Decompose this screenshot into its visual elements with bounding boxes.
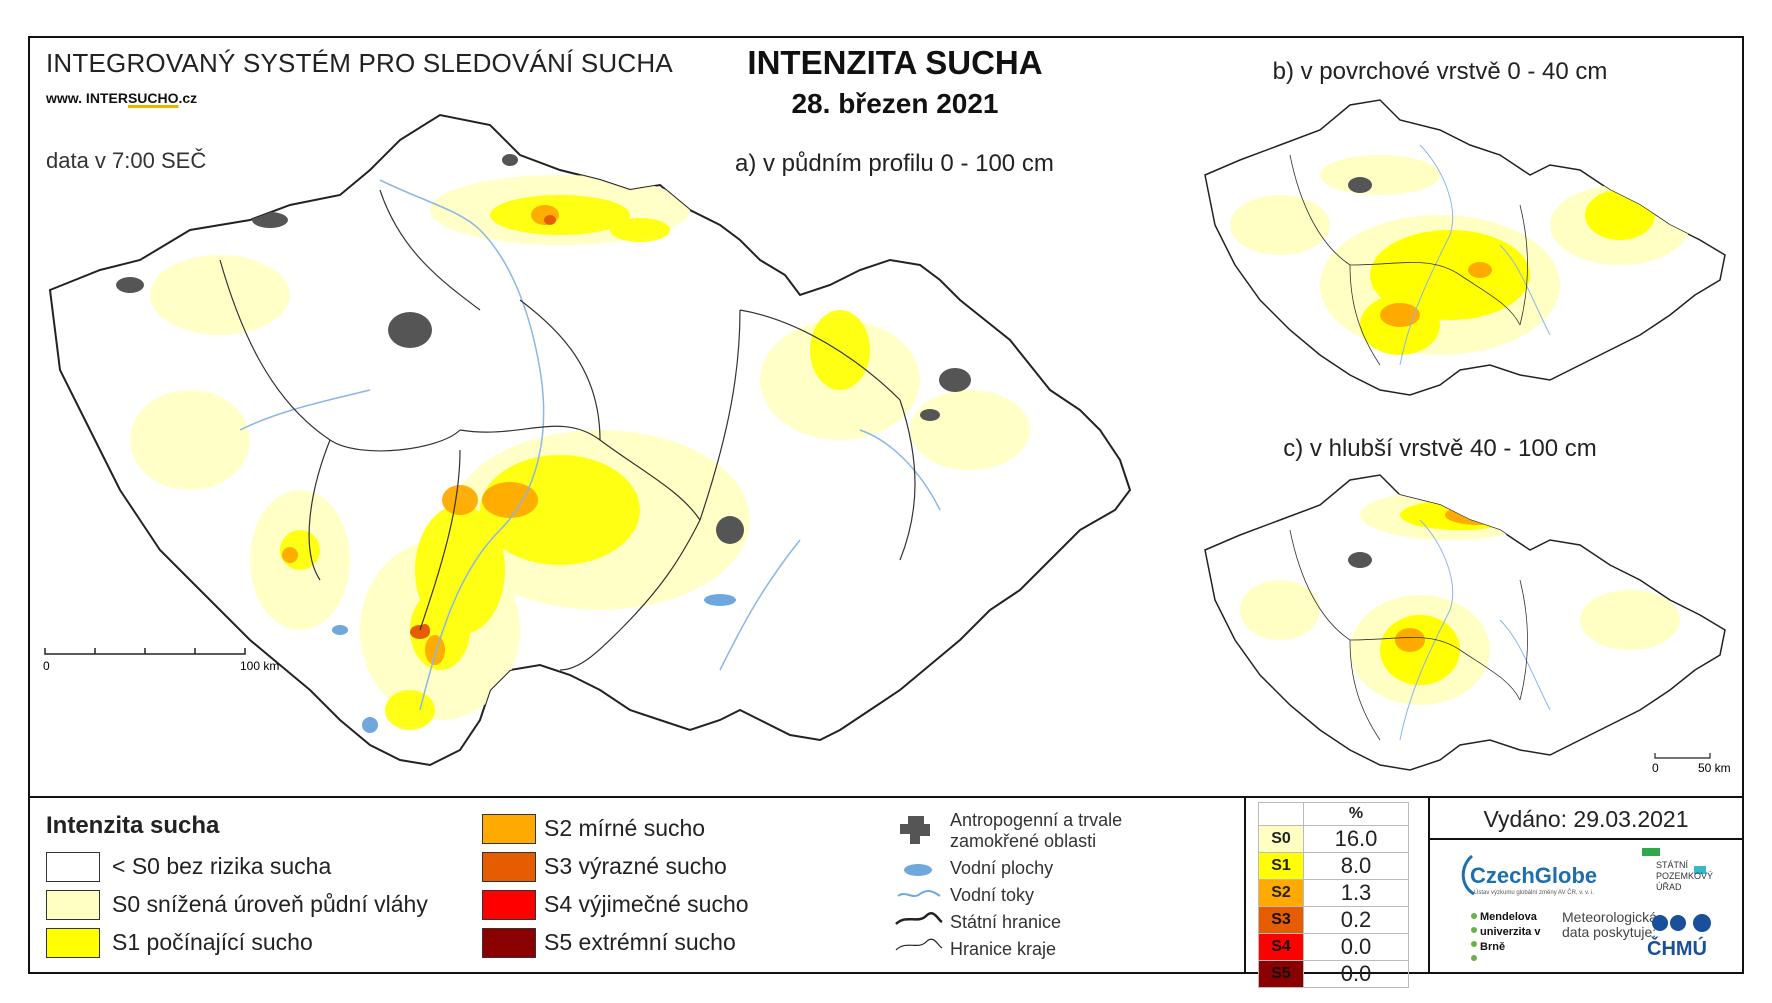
symbol-state-border-label: Státní hranice <box>950 912 1062 932</box>
legend-swatch-s2 <box>482 814 536 844</box>
legend-label-s4: S4 výjimečné sucho <box>544 891 749 917</box>
system-title: INTEGROVANÝ SYSTÉM PRO SLEDOVÁNÍ SUCHA <box>46 48 673 78</box>
chmu-logo[interactable]: ČHMÚ <box>1647 938 1707 960</box>
class-cell-s0: S0 <box>1258 825 1304 853</box>
symbol-water-label: Vodní plochy <box>950 858 1054 878</box>
scale-a-start: 0 <box>43 659 50 673</box>
class-cell-s5: S5 <box>1258 960 1304 988</box>
river-icon <box>897 889 941 897</box>
class-cell-s2: S2 <box>1258 879 1304 907</box>
scale-c-end: 50 km <box>1698 761 1731 775</box>
scale-a-end: 100 km <box>240 659 279 673</box>
map-date: 28. březen 2021 <box>791 88 999 119</box>
mendel-university-logo[interactable]: Mendelova univerzita v Brně <box>1480 911 1541 953</box>
symbol-rivers-label: Vodní toky <box>950 885 1035 905</box>
symbol-region-border-label: Hranice kraje <box>950 939 1057 959</box>
map-a-soil-profile: 0 100 km <box>43 114 1131 766</box>
czechglobe-logo[interactable]: CzechGlobe <box>1470 863 1598 888</box>
urban-area-icon <box>900 816 930 844</box>
legend-label-s0: S0 snížená úroveň půdní vláhy <box>112 891 428 917</box>
table-row: S1 8.0 <box>1258 852 1409 880</box>
class-cell-s4: S4 <box>1258 933 1304 961</box>
issued-separator <box>1428 838 1744 840</box>
map-c-deeper-layer: 0 50 km <box>1204 474 1731 775</box>
meteo-data-label: Meteorologická data poskytuje: <box>1562 909 1657 940</box>
website-link[interactable]: www. INTERSUCHO.cz <box>46 90 198 106</box>
divider-stats-left <box>1244 796 1246 974</box>
legend-swatch-s5 <box>482 928 536 958</box>
spu-logo[interactable]: STÁTNÍ POZEMKOVÝ ÚŘAD <box>1656 860 1714 892</box>
legend-swatch-s0 <box>46 890 100 920</box>
legend-swatch-s3 <box>482 852 536 882</box>
table-row: S4 0.0 <box>1258 933 1409 961</box>
legend-title: Intenzita sucha <box>46 812 220 839</box>
map-b-title: b) v povrchové vrstvě 0 - 40 cm <box>1272 58 1608 85</box>
scale-c-start: 0 <box>1652 761 1659 775</box>
map-a-title: a) v půdním profilu 0 - 100 cm <box>735 150 1054 177</box>
divider-stats-right <box>1428 796 1430 974</box>
map-b-surface-layer <box>1204 99 1726 396</box>
map-c-title: c) v hlubší vrstvě 40 - 100 cm <box>1283 435 1597 462</box>
table-row: S0 16.0 <box>1258 825 1409 853</box>
class-cell-s3: S3 <box>1258 906 1304 934</box>
czechglobe-logo-icon[interactable] <box>1458 848 1618 900</box>
data-time-label: data v 7:00 SEČ <box>46 148 207 173</box>
table-row: S2 1.3 <box>1258 879 1409 907</box>
czechglobe-subtitle: Ústav výzkumu globální změny AV ČR, v. v… <box>1474 890 1595 896</box>
legend-swatch-s4 <box>482 890 536 920</box>
chmu-logo-icon <box>1652 914 1711 932</box>
legend-label-s1: S1 počínající sucho <box>112 929 313 955</box>
water-body-icon <box>904 864 932 876</box>
state-border-icon <box>895 912 943 925</box>
legend-swatch-s1 <box>46 928 100 958</box>
table-row: S5 0.0 <box>1258 960 1409 988</box>
issued-date: Vydáno: 29.03.2021 <box>1483 806 1689 832</box>
mendel-logo-icon <box>1471 913 1477 961</box>
legend-separator <box>28 796 1744 798</box>
legend-swatch-none <box>46 852 100 882</box>
table-header-row: % <box>1258 802 1409 826</box>
legend-label-none: < S0 bez rizika sucha <box>112 853 332 879</box>
region-border-icon <box>895 938 943 951</box>
table-row: S3 0.2 <box>1258 906 1409 934</box>
map-frame <box>28 36 1744 974</box>
percent-header: % <box>1303 802 1409 826</box>
class-cell-s1: S1 <box>1258 852 1304 880</box>
spu-logo-icon <box>1642 848 1706 874</box>
legend-label-s5: S5 extrémní sucho <box>544 929 736 955</box>
legend-label-s3: S3 výrazné sucho <box>544 853 727 879</box>
symbols-icons <box>895 816 943 951</box>
legend-label-s2: S2 mírné sucho <box>544 815 706 841</box>
main-title: INTENZITA SUCHA <box>747 44 1043 81</box>
drought-percent-table: % S0 16.0 S1 8.0 S2 1.3 S3 0.2 S4 0.0 S5 0.0 <box>1258 802 1409 988</box>
symbol-urban-label: Antropogenní a trvale zamokřené oblasti <box>950 810 1123 851</box>
